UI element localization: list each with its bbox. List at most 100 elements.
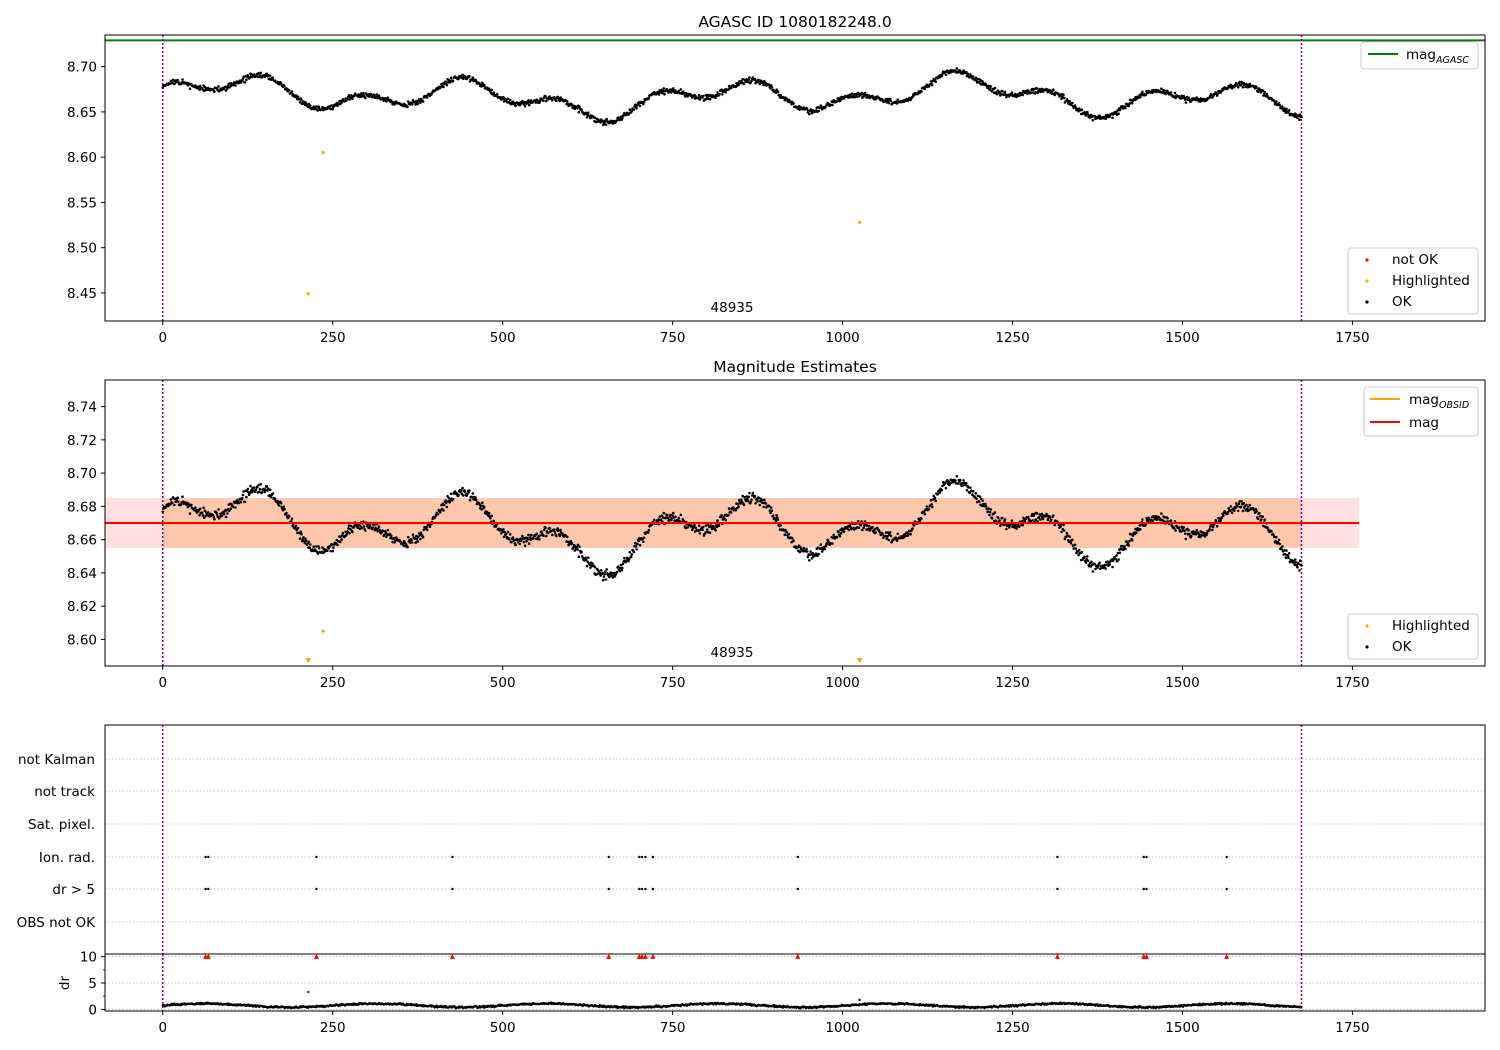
flag-point [796,887,799,891]
ok-point [888,531,892,534]
ok-point [998,519,1001,522]
ok-point [874,531,878,534]
ok-point [1033,87,1036,91]
ok-point [243,81,247,84]
legend-marker-not-ok [1365,258,1369,262]
ok-point [495,92,499,96]
legend-frame [1360,41,1479,70]
ok-point [1124,547,1127,551]
ok-point [1300,115,1303,119]
ok-point [1278,104,1281,107]
ok-point [605,117,608,121]
ok-point [1194,530,1197,534]
ok-point [1283,107,1286,110]
ok-point [760,498,763,502]
ok-point [661,91,664,95]
ok-point [285,87,288,90]
ok-point [965,488,969,492]
ok-point [470,495,474,499]
ok-point [257,483,260,487]
ok-point [1296,116,1299,120]
ok-point [169,498,173,501]
ok-point [471,492,475,495]
ok-point [290,517,294,520]
ok-point [481,501,484,505]
ok-point [383,533,386,537]
ok-point [1062,93,1065,97]
ok-point [604,123,608,126]
ok-point [663,93,666,96]
ok-point [317,547,321,550]
ok-point [237,81,241,85]
ok-point [962,479,965,482]
ok-point [406,535,410,539]
ok-point [1210,523,1213,527]
ok-point [958,69,962,72]
ok-point [912,524,916,527]
ok-point [847,96,850,99]
ok-point [1086,113,1090,116]
ok-point [241,493,245,497]
ok-point [936,492,940,496]
ok-point [1029,91,1033,94]
ok-point [410,538,413,542]
ok-point [544,526,547,529]
ok-point [885,537,889,540]
ok-point [367,526,371,530]
ok-point [662,511,666,515]
ok-point [1256,90,1260,93]
ok-point [1018,525,1021,528]
flag-point [607,855,610,859]
ok-point [508,538,511,541]
ok-point [1090,560,1093,564]
ok-point [785,531,789,534]
ok-point [955,67,959,70]
ok-point [724,90,727,94]
ok-point [298,537,302,540]
ok-point [1127,104,1131,108]
ok-point [884,97,888,101]
ok-point [1083,555,1086,559]
ok-point [518,542,521,546]
ok-point [538,538,541,541]
ok-point [1005,527,1008,531]
ok-point [896,98,899,101]
ok-point [974,492,978,495]
ok-point [895,539,899,542]
ok-point [743,495,746,499]
ok-point [198,84,202,88]
ok-point [886,535,889,538]
ok-point [211,513,215,517]
ok-point [737,505,740,509]
ok-point [1086,559,1090,563]
ok-point [1091,570,1095,573]
ok-point [745,495,748,498]
ok-point [758,82,761,86]
ok-point [659,518,663,521]
ok-point [514,543,517,547]
ok-point [283,507,286,511]
ok-point [228,509,231,513]
ok-point [1169,91,1173,94]
ok-point [1139,528,1142,531]
ok-point [457,77,460,80]
ok-point [621,117,624,120]
ok-point [837,530,840,534]
ok-point [1283,553,1287,556]
ok-point [567,543,570,547]
ok-point [1239,505,1243,509]
ok-point [213,518,216,521]
ok-point [512,538,516,542]
ok-point [672,87,675,90]
ok-point [811,551,814,555]
ok-point [771,514,775,517]
ok-point [805,550,809,553]
ok-point [279,501,283,505]
ok-point [294,524,298,528]
ok-point [770,85,774,89]
ok-point [1048,515,1052,519]
ok-point [857,526,861,530]
ok-point [729,511,733,514]
ok-point [1124,106,1127,110]
ok-point [207,511,210,514]
